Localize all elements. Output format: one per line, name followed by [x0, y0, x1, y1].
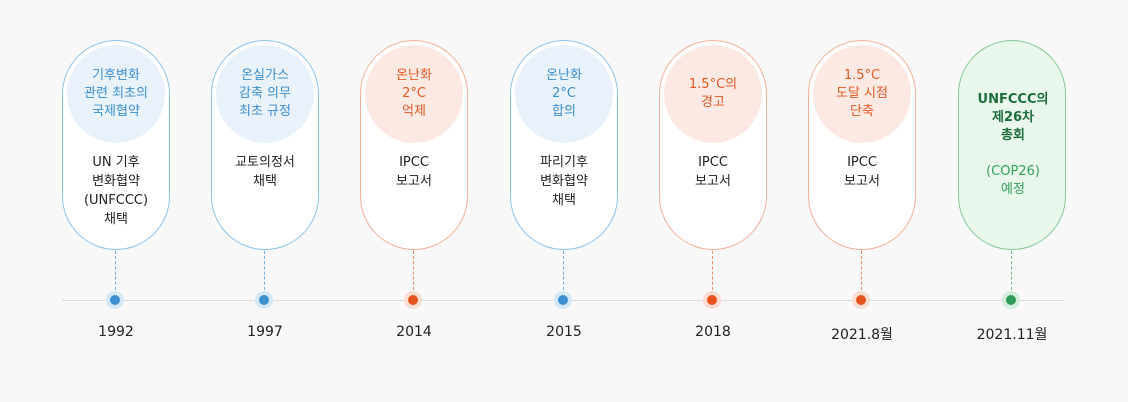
event-highlight-text: 1.5°C 도달 시점 단축 [836, 68, 888, 119]
event-card: 온실가스 감축 의무 최초 규정 교토의정서 채택 [211, 40, 319, 250]
timeline-event-2015: 온난화 2°C 합의 파리기후 변화협약 채택 2015 [510, 40, 620, 360]
timeline-dot [259, 295, 269, 305]
event-description: IPCC 보고서 [844, 155, 880, 189]
event-year: 2021.11월 [976, 327, 1048, 343]
connector-line [712, 251, 713, 295]
event-highlight-circle: 온난화 2°C 억제 [365, 45, 463, 143]
event-description: 교토의정서 채택 [235, 155, 295, 189]
connector-line [115, 251, 116, 295]
timeline-event-2014: 온난화 2°C 억제 IPCC 보고서 2014 [360, 40, 470, 360]
timeline-event-1997: 온실가스 감축 의무 최초 규정 교토의정서 채택 1997 [211, 40, 321, 360]
timeline-dot [408, 295, 418, 305]
event-highlight-circle: 1.5°C 도달 시점 단축 [813, 45, 911, 143]
event-description: UN 기후 변화협약 (UNFCCC) 채택 [83, 155, 149, 227]
event-year: 1997 [247, 324, 283, 340]
event-description: (COP26) 예정 [986, 164, 1040, 197]
connector-line [264, 251, 265, 295]
event-highlight-circle: 온실가스 감축 의무 최초 규정 [216, 45, 314, 143]
event-year: 2014 [396, 324, 432, 340]
event-year: 2021.8월 [831, 327, 893, 343]
timeline-dot [856, 295, 866, 305]
event-card: UNFCCC의 제26차 총회 (COP26) 예정 [958, 40, 1066, 250]
event-highlight-circle: 1.5°C의 경고 [664, 45, 762, 143]
event-card: 온난화 2°C 합의 파리기후 변화협약 채택 [510, 40, 618, 250]
event-card: 1.5°C의 경고 IPCC 보고서 [659, 40, 767, 250]
event-highlight-text: 1.5°C의 경고 [688, 77, 738, 110]
event-description: 파리기후 변화협약 채택 [540, 155, 588, 208]
event-card: 온난화 2°C 억제 IPCC 보고서 [360, 40, 468, 250]
event-highlight-circle: 온난화 2°C 합의 [515, 45, 613, 143]
event-description: IPCC 보고서 [396, 155, 432, 189]
timeline-dot [1006, 295, 1016, 305]
timeline-dot [110, 295, 120, 305]
event-year: 2015 [546, 324, 582, 340]
timeline-dot [558, 295, 568, 305]
timeline-event-2021-aug: 1.5°C 도달 시점 단축 IPCC 보고서 2021.8월 [808, 40, 918, 360]
event-year: 1992 [98, 324, 134, 340]
event-highlight-text: 온실가스 감축 의무 최초 규정 [239, 68, 291, 119]
event-highlight-text: 온난화 2°C 합의 [546, 68, 582, 119]
connector-line [861, 251, 862, 295]
event-highlight-text: 온난화 2°C 억제 [396, 68, 432, 119]
event-highlight-text: UNFCCC의 제26차 총회 [977, 92, 1049, 143]
connector-line [1011, 251, 1012, 295]
event-highlight-text: 기후변화 관련 최초의 국제협약 [84, 68, 148, 119]
connector-line [563, 251, 564, 295]
event-highlight-circle: 기후변화 관련 최초의 국제협약 [67, 45, 165, 143]
event-year: 2018 [695, 324, 731, 340]
connector-line [413, 251, 414, 295]
event-card: 1.5°C 도달 시점 단축 IPCC 보고서 [808, 40, 916, 250]
timeline-event-1992: 기후변화 관련 최초의 국제협약 UN 기후 변화협약 (UNFCCC) 채택 … [62, 40, 172, 360]
event-description: IPCC 보고서 [695, 155, 731, 189]
timeline-dot [707, 295, 717, 305]
event-card: 기후변화 관련 최초의 국제협약 UN 기후 변화협약 (UNFCCC) 채택 [62, 40, 170, 250]
timeline-event-2018: 1.5°C의 경고 IPCC 보고서 2018 [659, 40, 769, 360]
timeline-event-2021-nov: UNFCCC의 제26차 총회 (COP26) 예정 2021.11월 [958, 40, 1068, 360]
